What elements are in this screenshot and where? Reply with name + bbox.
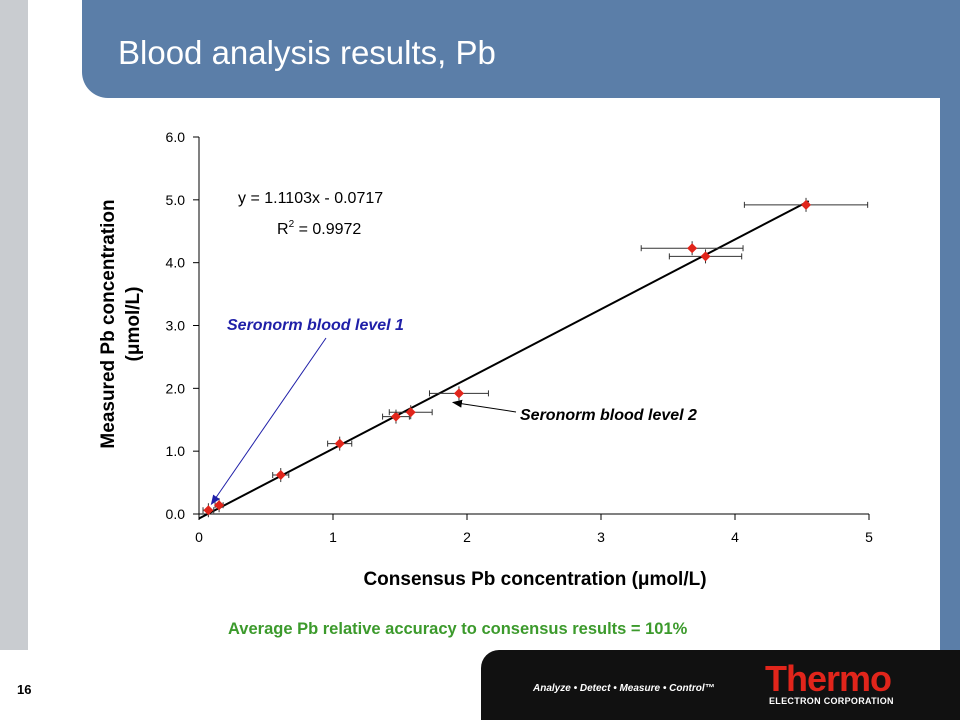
slide-title: Blood analysis results, Pb (118, 34, 496, 71)
footer-bar: Analyze • Detect • Measure • Control™ Th… (481, 650, 960, 720)
x-tick-label: 4 (731, 529, 739, 545)
right-band (940, 98, 960, 650)
accuracy-summary: Average Pb relative accuracy to consensu… (228, 620, 688, 638)
annotation-level-2: Seronorm blood level 2 (520, 407, 697, 424)
r-squared-label: R2 = 0.9972 (277, 219, 361, 238)
x-tick-label: 0 (195, 529, 203, 545)
chart-area: 0 1 2 3 4 5 0.0 1.0 2.0 3.0 4.0 5.0 6.0 Consensus Pb… (88, 110, 885, 610)
x-tick-label: 2 (463, 529, 471, 545)
data-point (334, 438, 345, 449)
annotation-arrow-level-2 (451, 399, 517, 413)
data-point (275, 470, 286, 481)
trendline-equation: y = 1.1103x - 0.0717 (238, 190, 383, 207)
data-point (405, 407, 416, 418)
y-tick-label: 5.0 (166, 192, 186, 208)
y-axis-label-line2: (μmol/L) (123, 287, 144, 362)
y-tick-label: 1.0 (166, 443, 186, 459)
title-bar (82, 0, 960, 98)
annotation-arrow-level-1 (210, 337, 327, 506)
axes: 0 1 2 3 4 5 0.0 1.0 2.0 3.0 4.0 5.0 6.0 (166, 129, 874, 545)
brand-subtitle: ELECTRON CORPORATION (769, 696, 894, 706)
y-axis-label-line1: Measured Pb concentration (98, 199, 119, 448)
data-point (390, 411, 401, 422)
y-tick-label: 3.0 (166, 318, 186, 334)
data-point (203, 505, 214, 516)
annotation-level-1: Seronorm blood level 1 (227, 317, 404, 334)
r-squared-prefix: R (277, 221, 289, 238)
x-axis-label: Consensus Pb concentration (μmol/L) (363, 569, 706, 590)
page-number: 16 (17, 682, 32, 697)
points-layer (202, 197, 869, 518)
data-point (700, 251, 711, 262)
left-band-lower (0, 98, 28, 650)
y-tick-label: 0.0 (166, 506, 186, 522)
r-squared-sup: 2 (289, 219, 295, 230)
y-tick-label: 6.0 (166, 129, 186, 145)
x-tick-label: 5 (865, 529, 873, 545)
data-point (687, 243, 698, 254)
data-point (453, 388, 464, 399)
x-tick-label: 3 (597, 529, 605, 545)
scatter-chart: 0 1 2 3 4 5 0.0 1.0 2.0 3.0 4.0 5.0 6.0 Consensus Pb… (98, 129, 874, 590)
data-point (801, 199, 812, 210)
y-tick-label: 4.0 (166, 255, 186, 271)
y-tick-label: 2.0 (166, 380, 186, 396)
r-squared-value: = 0.9972 (294, 221, 361, 238)
brand-logo: Thermo (765, 658, 892, 699)
footer-tagline: Analyze • Detect • Measure • Control™ (533, 683, 715, 694)
annotations-layer (210, 337, 517, 506)
x-tick-label: 1 (329, 529, 337, 545)
data-point (214, 500, 225, 511)
